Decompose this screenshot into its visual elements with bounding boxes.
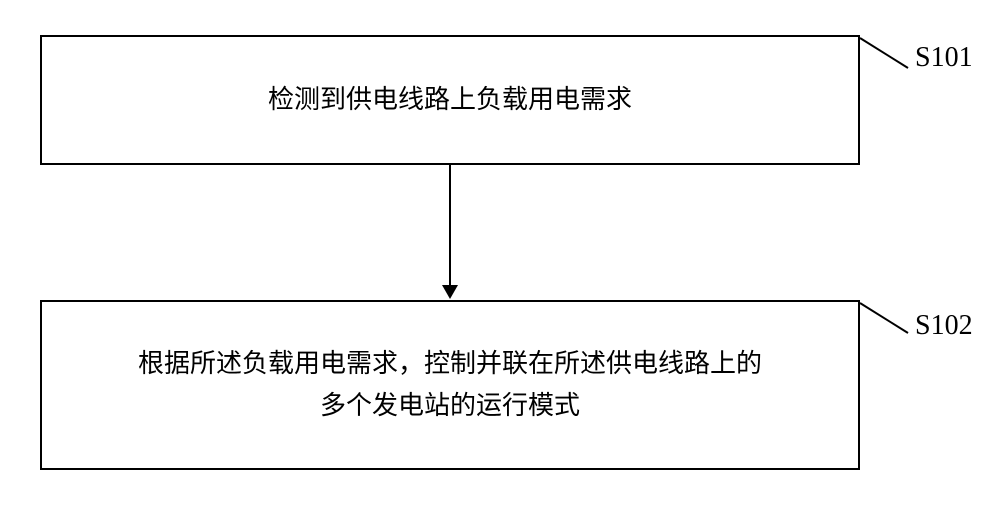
flowchart-step-1-text: 检测到供电线路上负载用电需求: [268, 79, 632, 121]
connector-line: [449, 165, 451, 285]
step-2-leader-line: [858, 301, 913, 336]
flowchart-container: 检测到供电线路上负载用电需求 S101 根据所述负载用电需求，控制并联在所述供电…: [0, 0, 1000, 521]
flowchart-step-1: 检测到供电线路上负载用电需求: [40, 35, 860, 165]
step-2-label: S102: [915, 310, 973, 342]
step-1-leader-line: [858, 36, 913, 71]
step-1-label: S101: [915, 42, 973, 74]
arrow-head-icon: [442, 285, 458, 299]
flowchart-step-2: 根据所述负载用电需求，控制并联在所述供电线路上的 多个发电站的运行模式: [40, 300, 860, 470]
flowchart-step-2-text: 根据所述负载用电需求，控制并联在所述供电线路上的 多个发电站的运行模式: [138, 343, 762, 426]
